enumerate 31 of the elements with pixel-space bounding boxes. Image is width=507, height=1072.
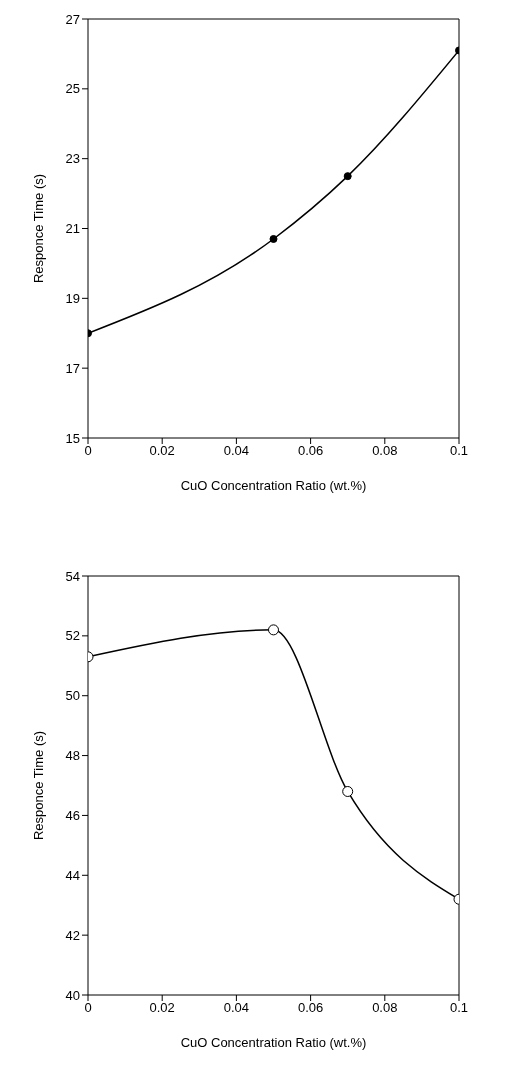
y-tick-label: 44 <box>65 867 80 883</box>
y-tick-label: 25 <box>65 81 80 97</box>
y-axis-title: Responce Time (s) <box>30 730 46 841</box>
x-tick-label: 0 <box>84 443 92 459</box>
x-tick-label: 0.1 <box>449 443 469 459</box>
x-tick-label: 0.06 <box>297 1000 324 1016</box>
y-tick-label: 48 <box>65 748 80 764</box>
y-axis-title: Responce Time (s) <box>30 173 46 284</box>
x-tick-label: 0.04 <box>223 1000 250 1016</box>
x-tick-label: 0.06 <box>297 443 324 459</box>
y-tick-label: 15 <box>65 430 80 446</box>
x-axis-title: CuO Concentration Ratio (wt.%) <box>180 1035 367 1050</box>
x-tick-label: 0.02 <box>149 443 175 459</box>
x-tick-label: 0.02 <box>149 1000 175 1016</box>
y-tick-label: 23 <box>65 151 80 167</box>
x-tick-label: 0.08 <box>372 443 398 459</box>
y-tick-label: 42 <box>65 927 80 943</box>
x-tick-label: 0.1 <box>449 1000 469 1016</box>
y-tick-label: 21 <box>65 221 80 237</box>
y-tick-label: 40 <box>65 987 80 1003</box>
x-axis-title: CuO Concentration Ratio (wt.%) <box>180 478 367 493</box>
y-tick-label: 50 <box>65 688 80 704</box>
y-tick-label: 46 <box>65 808 80 824</box>
y-tick-label: 19 <box>65 290 80 306</box>
y-tick-label: 54 <box>65 568 80 584</box>
y-tick-label: 27 <box>65 11 80 27</box>
y-tick-label: 17 <box>65 360 80 376</box>
y-tick-label: 52 <box>65 628 80 644</box>
x-tick-label: 0 <box>84 1000 92 1016</box>
x-tick-label: 0.08 <box>372 1000 398 1016</box>
x-tick-label: 0.04 <box>223 443 250 459</box>
